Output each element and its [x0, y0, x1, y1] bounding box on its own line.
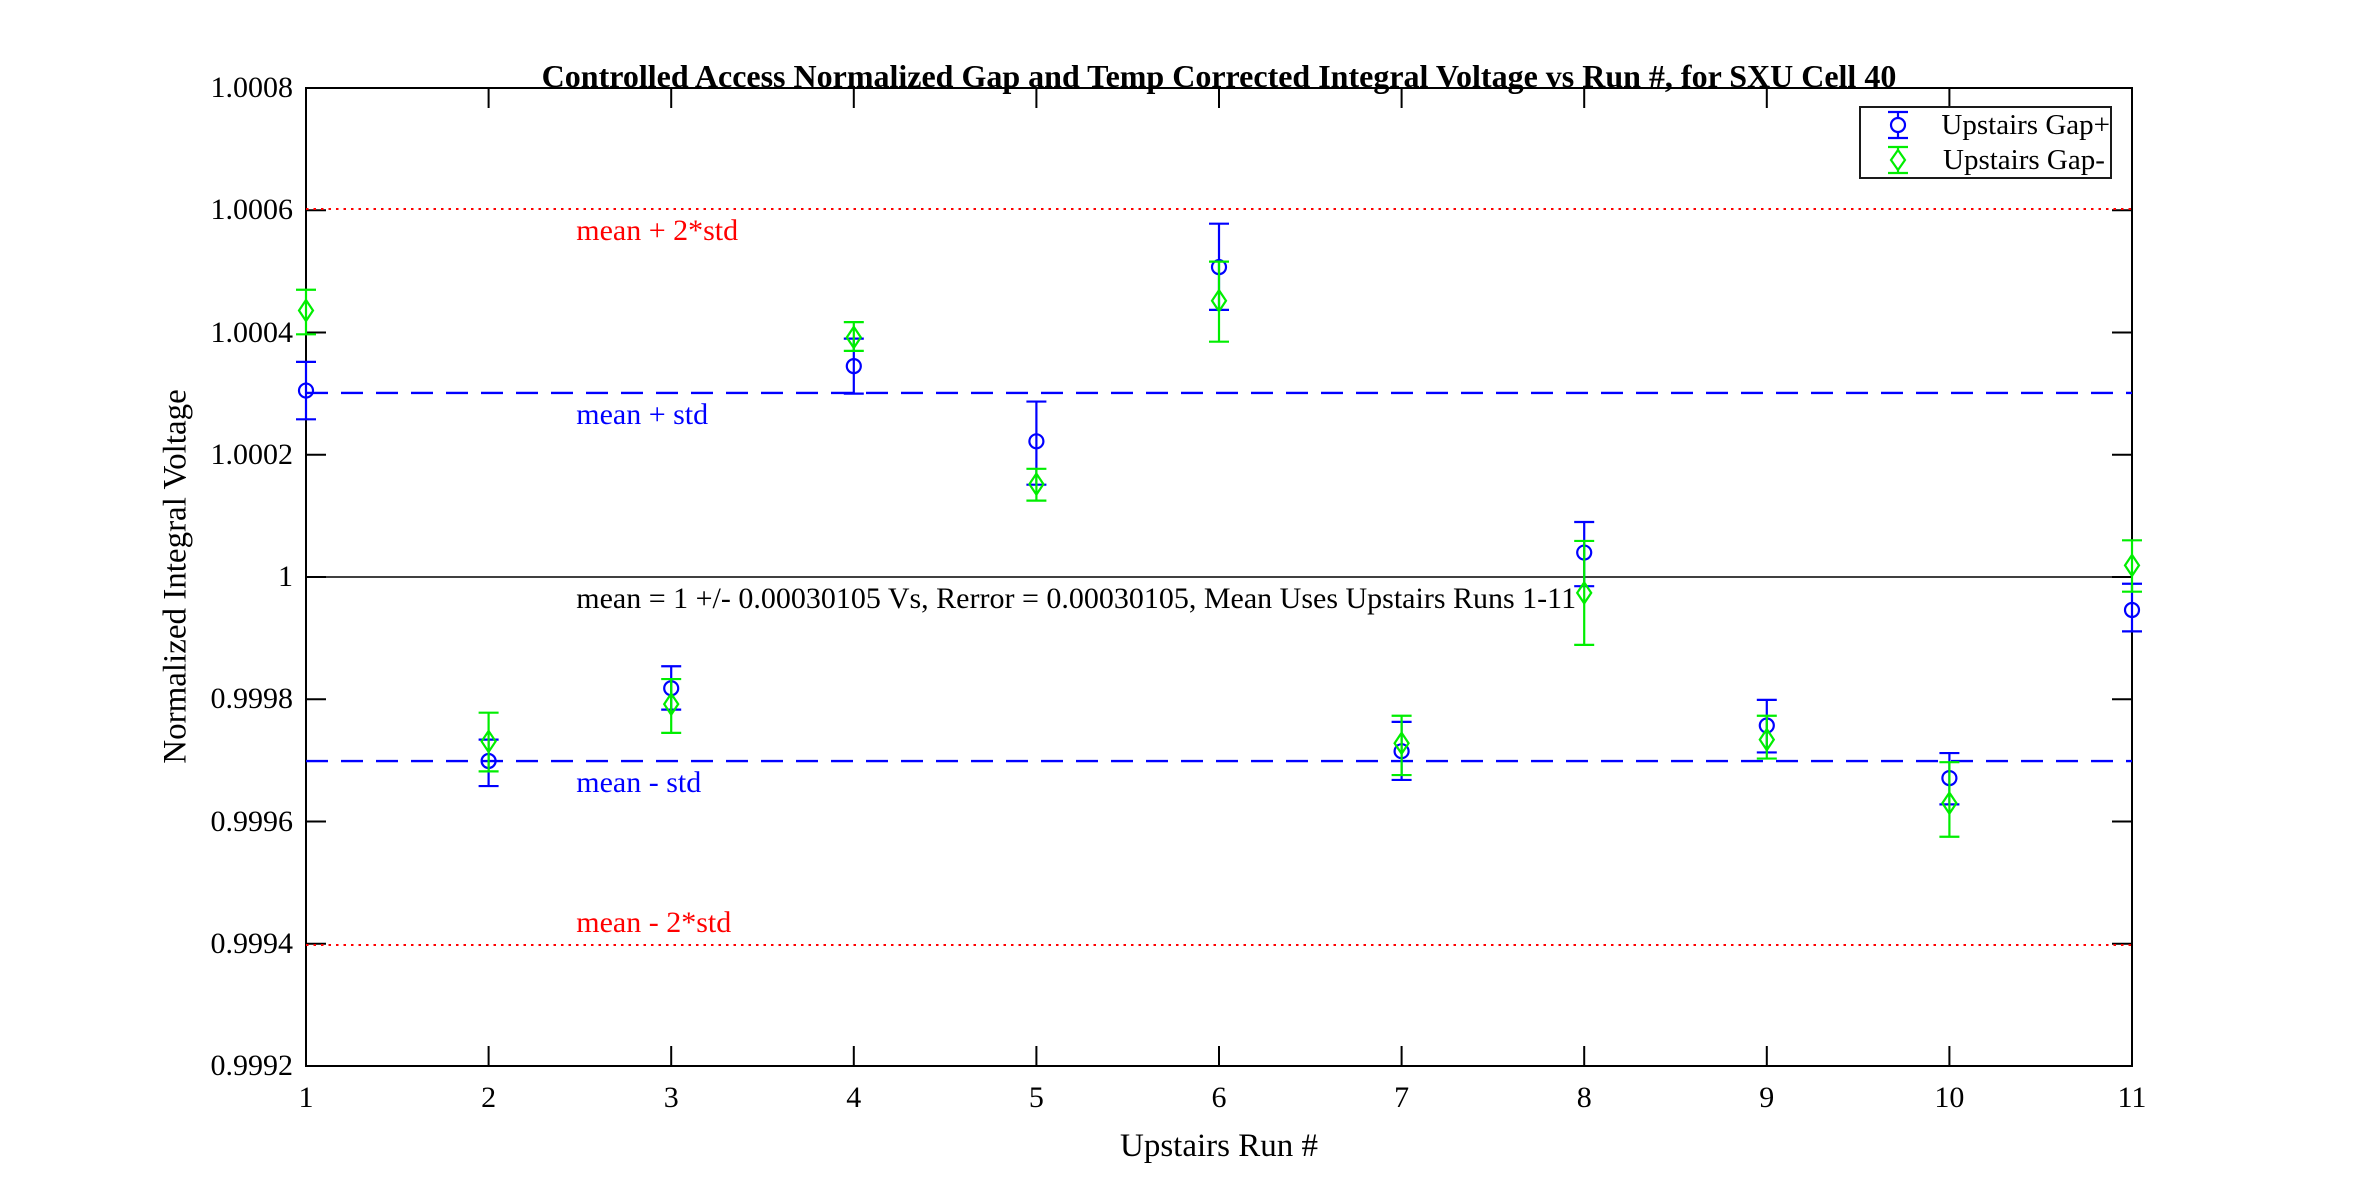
marker-diamond	[1393, 730, 1410, 756]
x-tick-label: 7	[1394, 1081, 1410, 1114]
marker-diamond	[1575, 580, 1593, 606]
x-tick-label: 8	[1576, 1081, 1592, 1114]
marker-diamond	[297, 298, 315, 323]
x-tick-label: 11	[2117, 1081, 2147, 1114]
marker-circle	[297, 382, 315, 399]
x-tick-label: 2	[481, 1081, 497, 1114]
marker-diamond	[1941, 790, 1958, 816]
mean-minus-2std-label: mean - 2*std	[576, 906, 732, 940]
errorbar-circle-marker-icon	[1888, 111, 1908, 140]
marker-diamond	[2123, 552, 2141, 578]
x-tick-label: 10	[1934, 1081, 1965, 1114]
x-tick-label: 1	[298, 1081, 314, 1114]
legend-entry-gap-minus: Upstairs Gap-	[1861, 143, 2110, 177]
errorbar-diamond-marker-icon	[1888, 145, 1908, 174]
x-tick-label: 3	[663, 1081, 679, 1114]
marker-diamond	[845, 324, 863, 350]
marker-circle	[2123, 601, 2141, 619]
marker-diamond	[480, 728, 497, 754]
mean-minus-std-label: mean - std	[576, 766, 702, 800]
legend: Upstairs Gap+ Upstairs Gap-	[1859, 106, 2112, 179]
chart-title: Controlled Access Normalized Gap and Tem…	[541, 58, 1897, 94]
y-tick-label: 1.0002	[210, 437, 294, 471]
x-tick-label: 6	[1211, 1081, 1227, 1114]
marker-circle	[845, 358, 862, 375]
y-tick-label: 1.0006	[210, 193, 294, 227]
legend-glyph-gap-plus	[1889, 117, 1907, 134]
y-tick-label: 0.9992	[210, 1049, 294, 1082]
y-tick-label: 1.0008	[210, 71, 294, 104]
marker-diamond	[1210, 288, 1228, 314]
y-tick-label: 0.9998	[210, 682, 294, 716]
y-axis-label: Normalized Integral Voltage	[157, 389, 194, 764]
legend-label-gap-minus: Upstairs Gap-	[1943, 143, 2105, 176]
legend-glyph-gap-minus	[1889, 147, 1907, 172]
x-tick-label: 5	[1028, 1081, 1044, 1114]
legend-label-gap-plus: Upstairs Gap+	[1941, 109, 2110, 142]
legend-entry-gap-plus: Upstairs Gap+	[1861, 108, 2110, 142]
x-axis-label: Upstairs Run #	[1120, 1128, 1318, 1164]
x-tick-label: 4	[846, 1081, 862, 1114]
marker-circle	[1028, 433, 1045, 450]
marker-diamond	[1028, 471, 1045, 497]
marker-diamond	[1758, 727, 1776, 753]
y-tick-label: 1.0004	[210, 315, 294, 349]
mean-label: mean = 1 +/- 0.00030105 Vs, Rerror = 0.0…	[576, 582, 1577, 615]
marker-diamond	[662, 691, 680, 717]
y-tick-label: 0.9994	[210, 926, 294, 960]
y-tick-label: 0.9996	[210, 804, 294, 838]
mean-plus-2std-label: mean + 2*std	[576, 213, 739, 247]
mean-plus-std-label: mean + std	[576, 397, 709, 431]
x-tick-label: 9	[1759, 1081, 1775, 1114]
y-tick-label: 1	[278, 560, 293, 593]
